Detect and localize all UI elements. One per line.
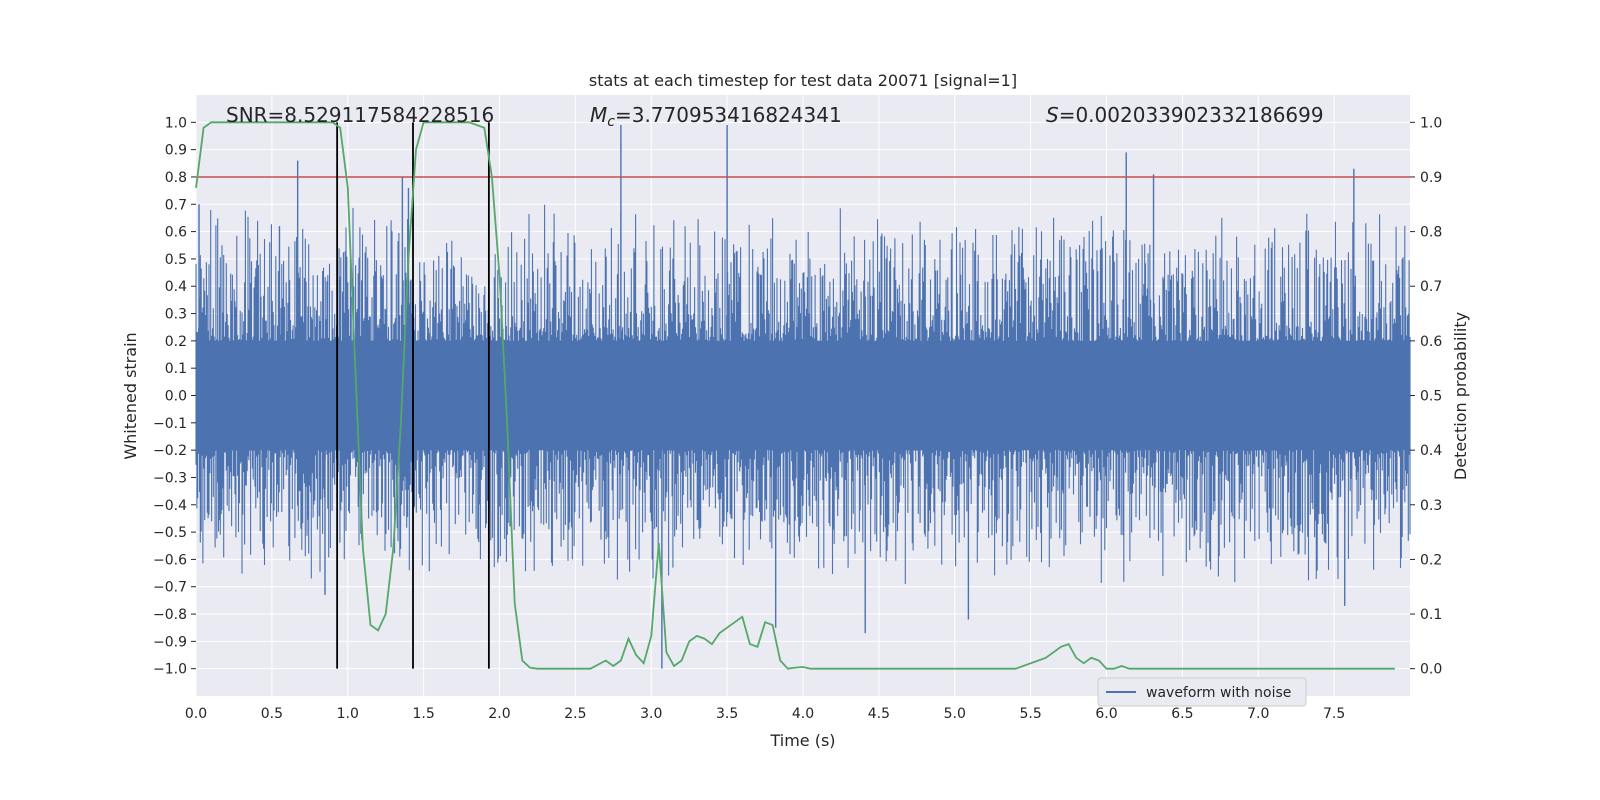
right-y-tick-label: 0.5 xyxy=(1420,389,1442,405)
waveform-series xyxy=(195,125,1411,669)
left-y-axis-ticks: 1.0 0.9 0.8 0.7 0.6 0.5 0.4 0.3 0.2 0.1 0.0 −0.1 −0.… xyxy=(153,115,196,678)
left-y-tick-label: −0.2 xyxy=(153,443,187,459)
left-y-tick-label: −0.8 xyxy=(153,607,187,623)
x-tick-label: 5.0 xyxy=(944,706,966,722)
left-y-tick-label: 0.4 xyxy=(165,279,187,295)
right-y-tick-label: 0.7 xyxy=(1420,279,1442,295)
left-y-tick-label: −0.6 xyxy=(153,552,187,568)
x-tick-label: 2.5 xyxy=(564,706,586,722)
x-tick-label: 7.0 xyxy=(1247,706,1269,722)
left-y-axis-label: Whitened strain xyxy=(121,332,140,459)
left-y-tick-label: 0.2 xyxy=(165,334,187,350)
x-tick-label: 3.0 xyxy=(640,706,662,722)
x-tick-label: 1.0 xyxy=(337,706,359,722)
legend: waveform with noise xyxy=(1097,677,1307,707)
waveform-noise-trace xyxy=(195,204,1411,584)
x-tick-label: 0.0 xyxy=(185,706,207,722)
right-y-tick-label: 0.2 xyxy=(1420,552,1442,568)
left-y-tick-label: 0.7 xyxy=(165,197,187,213)
x-tick-label: 0.5 xyxy=(261,706,283,722)
left-y-tick-label: −0.1 xyxy=(153,416,187,432)
chirp-mass-symbol: M xyxy=(590,103,607,127)
vertical-marker-lines xyxy=(336,122,490,669)
x-tick-label: 6.5 xyxy=(1171,706,1193,722)
left-y-tick-label: 0.5 xyxy=(165,252,187,268)
x-tick-label: 2.0 xyxy=(488,706,510,722)
x-tick-label: 5.5 xyxy=(1019,706,1041,722)
legend-box xyxy=(1097,677,1307,707)
left-y-tick-label: −0.9 xyxy=(153,634,187,650)
left-y-tick-label: 0.0 xyxy=(165,389,187,405)
right-y-axis-label: Detection probability xyxy=(1451,312,1470,480)
left-y-tick-label: 0.3 xyxy=(165,307,187,323)
x-axis-ticks: 0.0 0.5 1.0 1.5 2.0 2.5 3.0 3.5 4.0 4.5 5.0 5.5 6.0 6… xyxy=(185,706,1345,722)
x-axis-label: Time (s) xyxy=(769,731,835,750)
left-y-tick-label: 1.0 xyxy=(165,115,187,131)
right-y-tick-label: 0.1 xyxy=(1420,607,1442,623)
left-y-tick-label: 0.9 xyxy=(165,143,187,159)
x-tick-label: 6.0 xyxy=(1095,706,1117,722)
x-tick-label: 3.5 xyxy=(716,706,738,722)
snr-annotation: SNR=8.529117584228516 xyxy=(226,103,494,127)
legend-label: waveform with noise xyxy=(1146,685,1291,701)
left-y-tick-label: −0.3 xyxy=(153,470,187,486)
chirp-mass-value: =3.770953416824341 xyxy=(615,103,842,127)
left-y-tick-label: 0.1 xyxy=(165,361,187,377)
x-tick-label: 1.5 xyxy=(412,706,434,722)
right-y-tick-label: 1.0 xyxy=(1420,115,1442,131)
left-y-tick-label: −0.7 xyxy=(153,580,187,596)
right-y-tick-label: 0.6 xyxy=(1420,334,1442,350)
right-y-axis-ticks: 1.0 0.9 0.8 0.7 0.6 0.5 0.4 0.3 0.2 0.1 0.0 xyxy=(1410,115,1442,678)
right-y-tick-label: 0.0 xyxy=(1420,662,1442,678)
left-y-tick-label: −1.0 xyxy=(153,662,187,678)
s-symbol: S xyxy=(1046,103,1059,127)
detection-probability-line xyxy=(195,121,1395,670)
x-tick-label: 4.0 xyxy=(792,706,814,722)
s-value: =0.002033902332186699 xyxy=(1059,103,1324,127)
chirp-mass-subscript: c xyxy=(607,114,615,130)
right-y-tick-label: 0.3 xyxy=(1420,498,1442,514)
left-y-tick-label: 0.6 xyxy=(165,225,187,241)
chirp-mass-annotation: Mc=3.770953416824341 xyxy=(590,103,842,130)
right-y-tick-label: 0.8 xyxy=(1420,225,1442,241)
left-y-tick-label: −0.4 xyxy=(153,498,187,514)
left-y-tick-label: −0.5 xyxy=(153,525,187,541)
s-annotation: S=0.002033902332186699 xyxy=(1046,103,1324,127)
right-y-tick-label: 0.9 xyxy=(1420,170,1442,186)
right-y-tick-label: 0.4 xyxy=(1420,443,1442,459)
x-tick-label: 7.5 xyxy=(1323,706,1345,722)
left-y-tick-label: 0.8 xyxy=(165,170,187,186)
x-tick-label: 4.5 xyxy=(868,706,890,722)
chart-title: stats at each timestep for test data 200… xyxy=(589,71,1017,90)
